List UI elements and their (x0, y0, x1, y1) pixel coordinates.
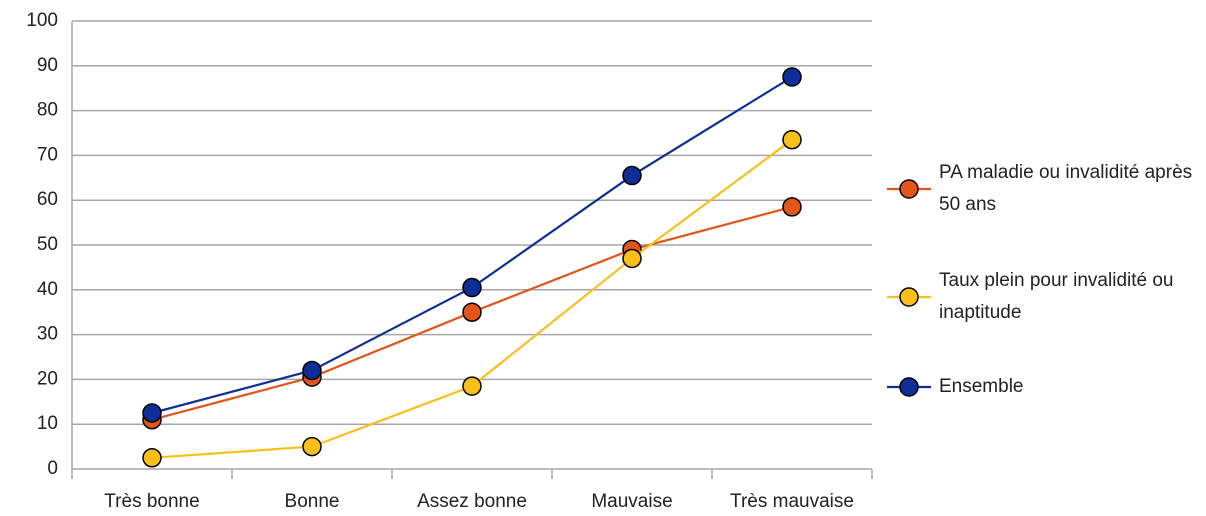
series-line (151, 138, 793, 459)
legend-swatch (887, 377, 931, 397)
legend-marker (899, 287, 919, 307)
y-tick-label: 20 (37, 368, 58, 389)
y-tick-label: 80 (37, 100, 58, 121)
y-tick-label: 0 (47, 458, 58, 479)
marker (142, 448, 162, 468)
marker (622, 165, 642, 186)
marker (622, 248, 642, 269)
legend-swatch (887, 287, 931, 307)
marker (462, 277, 482, 298)
legend-entry: Ensemble (885, 371, 1200, 403)
legend-swatch (887, 179, 931, 199)
legend-label: Ensemble (939, 376, 1024, 397)
marker (782, 67, 802, 87)
y-tick-label: 30 (37, 324, 58, 345)
marker (302, 360, 322, 381)
y-tick-label: 10 (37, 413, 58, 434)
legend-entry: PA maladie ou invalidité après 50 ans (885, 157, 1200, 221)
x-tick-label: Très mauvaise (730, 491, 854, 512)
y-tick-label: 100 (26, 10, 58, 31)
x-tick-label: Très bonne (104, 491, 199, 512)
marker (782, 129, 802, 150)
legend-label: PA maladie ou invalidité après 50 ans (939, 162, 1193, 215)
y-tick-label: 40 (37, 279, 58, 300)
marker (782, 197, 802, 217)
legend-entry: Taux plein pour invalidité ou inaptitude (885, 265, 1200, 329)
legend-marker (899, 377, 919, 397)
marker (462, 376, 482, 396)
x-tick-label: Mauvaise (591, 491, 672, 512)
legend-label: Taux plein pour invalidité ou inaptitude (939, 270, 1174, 323)
legend-marker (899, 179, 919, 199)
marker (302, 436, 322, 457)
marker (142, 403, 162, 423)
x-tick-label: Assez bonne (417, 491, 527, 512)
y-tick-label: 90 (37, 55, 58, 76)
y-tick-label: 50 (37, 234, 58, 255)
y-tick-label: 60 (37, 189, 58, 210)
x-tick-label: Bonne (285, 491, 340, 512)
y-tick-label: 70 (37, 144, 58, 165)
marker (462, 302, 482, 322)
